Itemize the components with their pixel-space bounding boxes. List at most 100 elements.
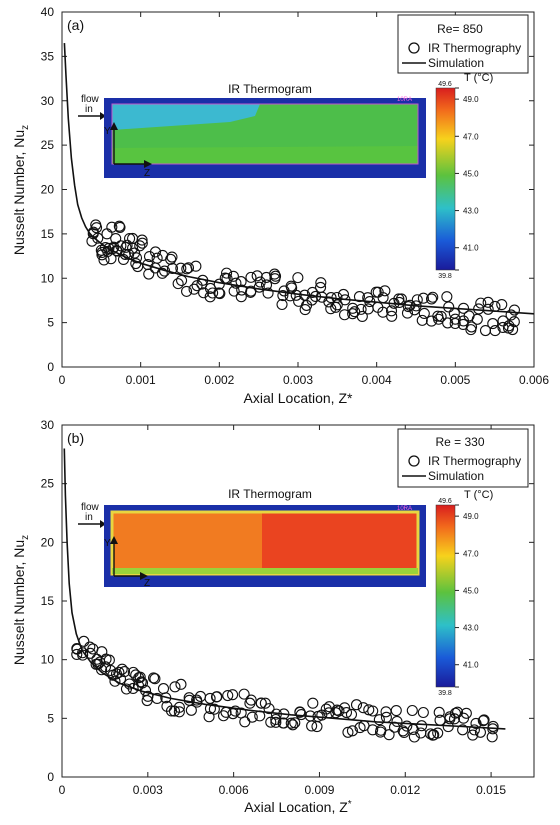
scatter-point (255, 697, 267, 709)
scatter-point (113, 666, 125, 678)
thermogram-outline (111, 103, 419, 165)
scatter-point (418, 307, 430, 320)
inset-thermogram: IR Thermogram flow in 10RA Y Z T (°C) 49… (78, 72, 493, 280)
scatter-point (401, 307, 414, 319)
colorbar-tick-label: 41.0 (463, 244, 479, 253)
flow-label-1: flow (81, 94, 100, 105)
scatter-point (471, 313, 483, 325)
scatter-point (263, 703, 275, 715)
scatter-point (91, 222, 103, 234)
scatter-point (149, 246, 162, 258)
flow-label-2: in (85, 104, 93, 115)
colorbar-tick-label: 47.0 (463, 549, 479, 558)
y-axis-label-sub: z (20, 125, 31, 130)
panel-label: (a) (67, 17, 84, 33)
scatter-point (269, 268, 281, 280)
scatter-point (441, 291, 453, 303)
legend-entry-simulation: Simulation (428, 56, 484, 70)
scatter-point (299, 304, 311, 316)
scatter-point (230, 277, 242, 289)
scatter-point (347, 302, 359, 314)
scatter-point (367, 724, 379, 736)
scatter-point (175, 678, 187, 690)
legend-marker-ir (408, 455, 420, 467)
colorbar-tick-label: 43.0 (463, 207, 479, 216)
scatter-point (342, 726, 354, 738)
legend: Re = 330 IR Thermography Simulation (397, 428, 529, 488)
scatter-point (96, 646, 108, 658)
scatter-point (238, 688, 250, 700)
x-tick-label: 0.015 (476, 783, 506, 797)
scatter-point (77, 647, 89, 659)
flow-label-1: flow (81, 502, 100, 513)
simulation-line (63, 43, 535, 315)
colorbar-tick-label: 45.0 (463, 586, 479, 595)
scatter-point (370, 286, 382, 298)
x-axis-label: Axial Location, Z* (244, 390, 353, 406)
scatter-point (103, 242, 115, 254)
scatter-point (489, 325, 501, 337)
scatter-point (465, 321, 478, 333)
scatter-point (114, 221, 126, 233)
scatter-point (92, 232, 104, 244)
x-tick-label: 0.001 (126, 373, 156, 387)
scatter-point (84, 641, 96, 653)
scatter-point (325, 303, 337, 315)
scatter-point (175, 262, 187, 274)
legend-title: Re = 330 (435, 435, 484, 449)
scatter-point (482, 303, 494, 315)
y-axis: 0 5 10 15 20 25 30 35 40 (41, 5, 534, 374)
x-axis: 0 0.001 0.002 0.003 0.004 0.005 0.006 (59, 12, 549, 387)
y-tick-label: 25 (41, 138, 55, 152)
scatter-point (315, 277, 327, 289)
scatter-point (118, 666, 131, 678)
scatter-point (100, 653, 112, 665)
scatter-point (213, 287, 225, 299)
scatter-point (115, 240, 127, 252)
scatter-point (143, 268, 155, 280)
scatter-point (276, 298, 288, 311)
x-axis-label: Axial Location, Z* (244, 799, 352, 815)
flow-arrowhead (100, 112, 106, 120)
scatter-point (323, 701, 335, 713)
scatter-point (432, 310, 444, 322)
y-axis: 0 5 10 15 20 25 30 (41, 418, 534, 784)
colorbar (435, 504, 456, 688)
scatter-point (222, 689, 234, 702)
scatter-point (444, 713, 456, 725)
scatter-point (151, 692, 163, 704)
scatter-point (269, 273, 281, 285)
scatter-point (475, 297, 487, 309)
y-axis-label: Nusselt Number, Nuz (11, 535, 31, 665)
scatter-point (379, 285, 391, 297)
x-tick-label: 0.002 (204, 373, 234, 387)
scatter-point (217, 710, 230, 722)
scatter-point (211, 691, 223, 703)
colorbar-tick-label: 49.0 (463, 512, 479, 521)
scatter-point (203, 711, 215, 723)
legend-marker-ir (408, 42, 420, 54)
scatter-point (245, 694, 257, 706)
scatter-point (362, 303, 374, 315)
scatter-point (482, 296, 494, 308)
scatter-point (169, 681, 181, 693)
inset-title: IR Thermogram (228, 487, 312, 501)
colorbar-tick-label: 41.0 (463, 661, 479, 670)
scatter-point (448, 307, 460, 319)
colorbar-label: T (°C) (464, 489, 493, 501)
y-tick-label: 15 (41, 227, 55, 241)
scatter-point (227, 270, 239, 282)
simulation-line (63, 448, 506, 730)
colorbar-tick-label: 49.6 (438, 498, 452, 505)
panel-a: (a) 0 0.001 0.002 0.003 0.004 0.005 0.006 0 5 10… (11, 5, 549, 406)
scatter-point (467, 729, 479, 741)
scatter-point (235, 707, 247, 719)
y-axis-label: Nusselt Number, Nuz (11, 125, 31, 255)
colorbar-tick-label: 49.6 (438, 81, 452, 88)
scatter-point (136, 234, 148, 246)
panel-b: (b) 0 0.003 0.006 0.009 0.012 0.015 0 5 10 15 20 2… (11, 418, 535, 815)
scatter-point (331, 299, 343, 311)
scatter-point (496, 299, 508, 311)
scatter-point (425, 728, 437, 740)
